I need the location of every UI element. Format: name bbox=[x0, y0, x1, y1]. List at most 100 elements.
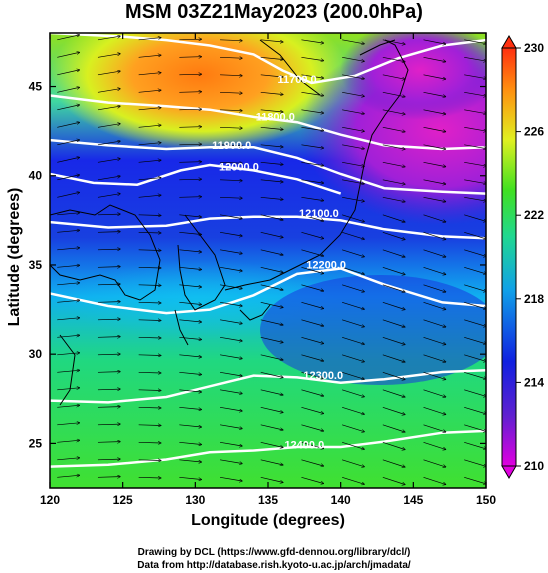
wind-arrow bbox=[57, 388, 79, 391]
wind-arrow bbox=[342, 301, 364, 309]
wind-arrow bbox=[138, 442, 161, 443]
wind-arrow bbox=[97, 424, 120, 425]
wind-arrow bbox=[260, 126, 283, 129]
wind-arrow bbox=[57, 70, 79, 76]
wind-arrow bbox=[260, 179, 283, 182]
wind-arrow bbox=[464, 389, 486, 397]
wind-arrow bbox=[219, 336, 242, 341]
colorbar-tick-label: 230 bbox=[524, 41, 544, 55]
wind-arrow bbox=[301, 319, 323, 326]
wind-arrow bbox=[179, 214, 201, 217]
wind-arrow bbox=[301, 266, 323, 273]
wind-arrow bbox=[219, 231, 242, 236]
wind-arrow bbox=[179, 389, 201, 392]
wind-arrow bbox=[382, 476, 405, 484]
wind-arrow bbox=[138, 407, 161, 408]
wind-arrow bbox=[57, 423, 79, 426]
wind-arrow bbox=[342, 56, 364, 61]
wind-arrow bbox=[342, 161, 364, 166]
x-tick-label: 135 bbox=[258, 493, 278, 507]
wind-arrow bbox=[301, 74, 323, 78]
wind-arrow bbox=[382, 301, 405, 309]
wind-arrow bbox=[97, 89, 120, 93]
wind-arrow bbox=[342, 284, 364, 292]
wind-arrow bbox=[179, 179, 201, 180]
wind-arrow bbox=[219, 389, 242, 394]
wind-arrow bbox=[423, 231, 446, 239]
wind-arrow bbox=[179, 127, 201, 128]
credit-drawing: Drawing by DCL (https://www.gfd-dennou.o… bbox=[137, 547, 411, 558]
wind-arrow bbox=[382, 231, 405, 239]
wind-arrow bbox=[260, 56, 283, 59]
x-tick-label: 140 bbox=[331, 493, 351, 507]
wind-arrow bbox=[138, 425, 161, 426]
wind-arrow bbox=[342, 231, 364, 239]
wind-arrow bbox=[464, 371, 486, 379]
wind-arrow bbox=[97, 176, 120, 181]
wind-arrow bbox=[301, 56, 323, 60]
wind-arrow bbox=[464, 231, 486, 239]
wind-arrow bbox=[423, 196, 446, 201]
wind-arrow bbox=[464, 284, 486, 292]
colorbar-tick-label: 214 bbox=[524, 375, 544, 389]
wind-arrow bbox=[97, 249, 120, 250]
x-axis-label: Longitude (degrees) bbox=[191, 512, 345, 529]
wind-arrow bbox=[342, 424, 364, 432]
wind-arrow bbox=[179, 162, 201, 163]
wind-arrow bbox=[138, 355, 161, 356]
wind-arrow bbox=[382, 249, 405, 257]
shaded-field: 11700.0 11800.0 11900.0 12000.0 12100.0 12200… bbox=[50, 33, 486, 488]
wind-arrow bbox=[382, 389, 405, 397]
wind-arrow bbox=[464, 126, 486, 131]
wind-arrow bbox=[97, 284, 120, 285]
colorbar-tick-label: 222 bbox=[524, 208, 544, 222]
wind-arrow bbox=[260, 476, 283, 482]
wind-arrow bbox=[97, 319, 120, 320]
wind-arrow bbox=[138, 108, 161, 111]
wind-arrow bbox=[464, 266, 486, 274]
wind-arrow bbox=[97, 71, 120, 76]
wind-arrow bbox=[220, 75, 242, 76]
contour-line bbox=[50, 138, 486, 195]
wind-arrow bbox=[464, 354, 486, 362]
wind-arrow bbox=[220, 127, 242, 128]
wind-arrow bbox=[260, 109, 283, 112]
wind-arrow bbox=[382, 214, 405, 222]
wind-arrow bbox=[464, 249, 486, 257]
wind-arrow bbox=[138, 267, 161, 268]
wind-arrow bbox=[219, 371, 242, 376]
wind-arrow bbox=[382, 91, 405, 96]
wind-arrow bbox=[382, 441, 405, 449]
wind-arrow bbox=[464, 109, 486, 114]
wind-arrow bbox=[260, 284, 283, 290]
wind-arrow bbox=[179, 266, 201, 269]
wind-arrow bbox=[138, 320, 161, 321]
wind-arrow bbox=[260, 319, 283, 325]
wind-arrow bbox=[138, 73, 161, 76]
x-tick-label: 145 bbox=[403, 493, 423, 507]
wind-arrow bbox=[179, 39, 201, 40]
wind-arrow bbox=[260, 441, 283, 447]
wind-arrow bbox=[301, 231, 323, 238]
wind-arrow bbox=[219, 424, 242, 429]
wind-arrow bbox=[138, 160, 161, 163]
wind-arrow bbox=[219, 459, 242, 464]
wind-arrow bbox=[97, 337, 120, 338]
wind-arrow bbox=[138, 302, 161, 303]
wind-arrow bbox=[423, 161, 446, 166]
wind-arrow bbox=[57, 213, 79, 216]
wind-arrow bbox=[342, 336, 364, 344]
wind-arrow bbox=[219, 319, 242, 324]
wind-arrow bbox=[301, 109, 323, 113]
wind-arrow bbox=[220, 40, 242, 41]
wind-arrow bbox=[260, 424, 283, 430]
wind-arrow bbox=[423, 144, 446, 149]
wind-arrow bbox=[179, 406, 201, 409]
wind-arrow bbox=[57, 105, 79, 111]
wind-arrow bbox=[342, 319, 364, 327]
wind-arrow bbox=[301, 424, 323, 431]
wind-arrow bbox=[219, 406, 242, 411]
wind-arrow bbox=[342, 459, 364, 467]
wind-arrow bbox=[220, 110, 242, 111]
contour-line bbox=[50, 267, 486, 315]
